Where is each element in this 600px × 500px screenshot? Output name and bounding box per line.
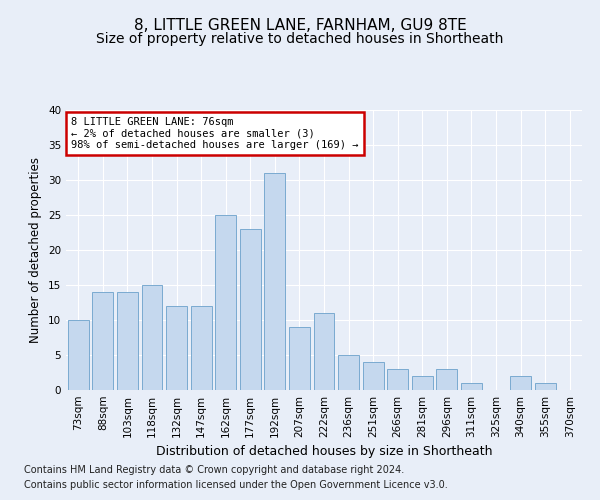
X-axis label: Distribution of detached houses by size in Shortheath: Distribution of detached houses by size … <box>156 446 492 458</box>
Bar <box>436 369 457 390</box>
Bar <box>314 313 334 390</box>
Text: Contains HM Land Registry data © Crown copyright and database right 2024.: Contains HM Land Registry data © Crown c… <box>24 465 404 475</box>
Bar <box>510 376 531 390</box>
Bar <box>265 173 286 390</box>
Bar <box>215 215 236 390</box>
Bar <box>338 355 359 390</box>
Bar <box>117 292 138 390</box>
Text: 8 LITTLE GREEN LANE: 76sqm
← 2% of detached houses are smaller (3)
98% of semi-d: 8 LITTLE GREEN LANE: 76sqm ← 2% of detac… <box>71 117 359 150</box>
Bar <box>166 306 187 390</box>
Bar <box>412 376 433 390</box>
Bar <box>387 369 408 390</box>
Bar <box>461 383 482 390</box>
Text: Size of property relative to detached houses in Shortheath: Size of property relative to detached ho… <box>97 32 503 46</box>
Bar <box>240 229 261 390</box>
Bar <box>535 383 556 390</box>
Bar <box>289 327 310 390</box>
Bar <box>191 306 212 390</box>
Bar <box>142 285 163 390</box>
Bar <box>92 292 113 390</box>
Bar <box>68 320 89 390</box>
Bar <box>362 362 383 390</box>
Text: 8, LITTLE GREEN LANE, FARNHAM, GU9 8TE: 8, LITTLE GREEN LANE, FARNHAM, GU9 8TE <box>134 18 466 32</box>
Y-axis label: Number of detached properties: Number of detached properties <box>29 157 43 343</box>
Text: Contains public sector information licensed under the Open Government Licence v3: Contains public sector information licen… <box>24 480 448 490</box>
